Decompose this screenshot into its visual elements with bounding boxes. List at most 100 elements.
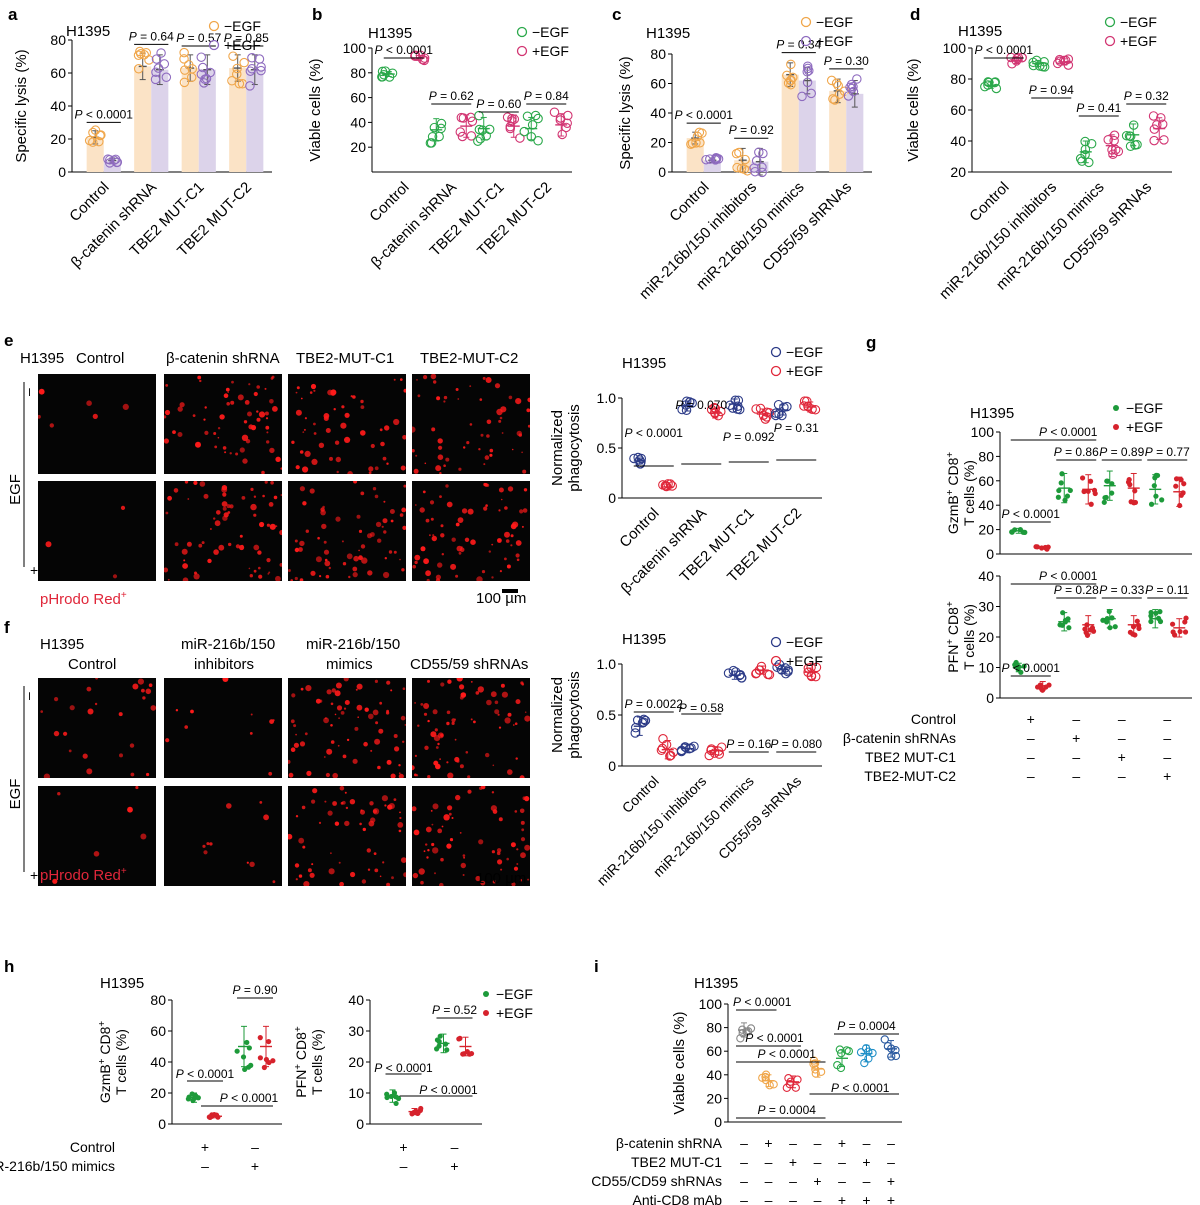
red-spot [423, 375, 428, 380]
red-spot [165, 384, 169, 387]
red-spot [346, 553, 353, 560]
a-dots-1-1-pt-4 [150, 74, 161, 85]
g_top-ytick-label-0: 0 [986, 546, 994, 562]
red-spot [427, 775, 431, 778]
red-spot [419, 507, 425, 513]
red-spot [214, 520, 221, 527]
red-spot [312, 788, 318, 794]
red-spot [309, 872, 315, 878]
red-spot [335, 682, 342, 689]
red-spot [400, 378, 403, 381]
a-xlabel-1: β-catenin shRNA [68, 179, 160, 271]
red-spot [390, 689, 393, 692]
h-condition-mark-left-1-1: + [251, 1158, 259, 1174]
red-spot [514, 810, 518, 813]
red-spot [253, 569, 257, 573]
red-spot [360, 809, 365, 815]
red-spot [94, 702, 98, 706]
red-spot [269, 447, 275, 454]
red-spot [330, 702, 334, 706]
f-chart-legend-label-0: −EGF [786, 634, 823, 650]
i-condition-label-2: CD55/CD59 shRNAs [591, 1173, 722, 1189]
red-spot [492, 764, 495, 767]
red-spot [381, 795, 388, 802]
red-spot [516, 558, 520, 562]
h_right-dots-1-0-pt-0 [437, 1033, 443, 1039]
red-spot [243, 420, 248, 424]
red-spot [49, 423, 54, 428]
h-left-pvalue-0: P < 0.0001 [176, 1067, 235, 1081]
panel-label-f: f [4, 618, 10, 637]
d-pvalue-1: P = 0.94 [1029, 83, 1074, 97]
red-spot [386, 882, 391, 886]
e-col-c1: TBE2-MUT-C1 [296, 350, 395, 367]
red-spot [491, 576, 494, 579]
i-condition-mark-0-6: – [887, 1135, 895, 1151]
red-spot [500, 683, 505, 688]
red-spot [269, 523, 276, 530]
red-spot [383, 500, 386, 503]
red-spot [266, 440, 270, 444]
c-dots-0-0-pt-5 [687, 138, 698, 149]
red-spot [315, 556, 322, 563]
h_right-ytick-label-4: 40 [348, 992, 364, 1008]
red-spot [313, 389, 316, 392]
g_top-dots-1-1-pt-5 [1080, 475, 1086, 481]
a-bar-3-1 [246, 69, 264, 172]
a-dots-3-0-pt-4 [239, 57, 249, 68]
red-spot [54, 697, 59, 702]
a-ytick-label-0: 0 [58, 164, 66, 180]
red-spot [356, 683, 363, 690]
g_top-dots-1-0-pt-6 [1062, 497, 1068, 503]
f-col-inh-1: miR-216b/150 [181, 636, 276, 653]
red-spot [447, 805, 453, 811]
e_chart-dots-3-1-pt-4 [802, 396, 812, 407]
red-spot [527, 424, 530, 428]
red-spot [303, 881, 310, 886]
a-dots-3-1-pt-1 [254, 54, 265, 64]
red-spot [311, 863, 314, 866]
micro-f-cd55-plus-spots [412, 786, 530, 886]
red-spot [231, 380, 234, 384]
red-spot [352, 758, 358, 764]
red-spot [309, 488, 315, 494]
red-spot [480, 880, 486, 886]
red-spot [489, 453, 493, 457]
red-spot [494, 383, 501, 389]
red-spot [339, 881, 344, 886]
red-spot [445, 484, 449, 488]
red-spot [355, 688, 358, 691]
red-spot [520, 681, 524, 685]
red-spot [434, 728, 438, 732]
red-spot [174, 542, 179, 547]
red-spot [241, 496, 246, 500]
micro-f-mim-plus [288, 786, 406, 886]
red-spot [259, 521, 265, 528]
a-bar-2-1 [198, 69, 216, 172]
red-spot [352, 395, 356, 399]
h-condition-label-1: miR-216b/150 mimics [0, 1158, 115, 1174]
red-spot [437, 828, 443, 834]
red-spot [429, 534, 431, 537]
red-spot [515, 553, 520, 558]
red-spot [352, 572, 358, 578]
b-dots-3-0-pt-4 [533, 136, 543, 146]
g-bot-pvalue-3: P = 0.33 [1099, 583, 1144, 597]
g_top-ytick-label-1: 20 [978, 522, 994, 538]
c-dots-3-0-pt-1 [826, 75, 837, 86]
red-spot [167, 578, 170, 581]
g-top-pvalue-2: P = 0.86 [1054, 445, 1099, 459]
i-condition-label-1: TBE2 MUT-C1 [631, 1154, 722, 1170]
g_top-dots-1-1-pt-3 [1081, 488, 1087, 495]
b-dots-1-0-pt-3 [429, 122, 440, 133]
panel-label-g: g [866, 333, 876, 352]
f_chart-title: H1395 [622, 631, 666, 648]
a-dots-2-0-pt-5 [179, 54, 189, 64]
red-spot [491, 543, 494, 546]
micro-f-ctrl-plus [38, 786, 156, 886]
red-spot [332, 801, 337, 806]
e-egf-minus-mark: – [20, 388, 36, 396]
red-spot [275, 456, 281, 462]
d-pvalue-3: P = 0.32 [1124, 89, 1169, 103]
red-spot [344, 820, 350, 827]
